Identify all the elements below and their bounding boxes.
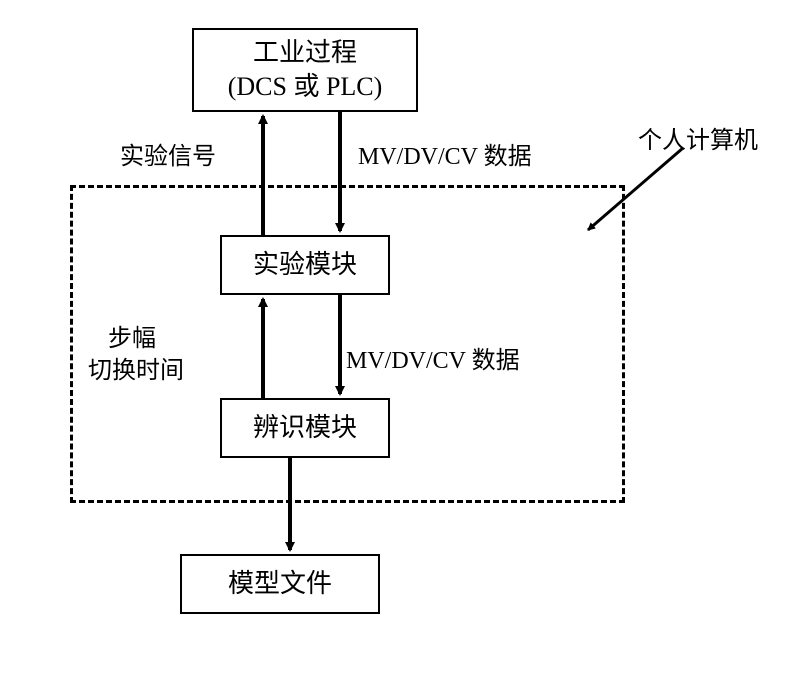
arrows-layer <box>0 0 800 673</box>
arrow-pc-pointer <box>588 148 683 230</box>
